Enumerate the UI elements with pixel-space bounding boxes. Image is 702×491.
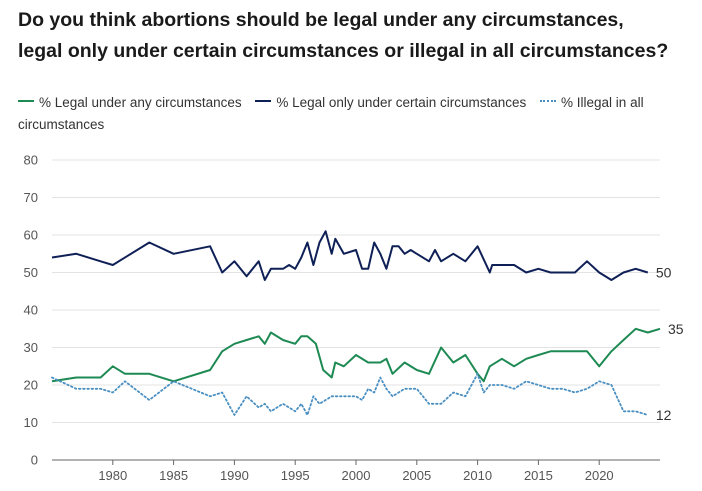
end-label-legal-certain: 50 [656,265,672,281]
y-tick-label-20: 20 [24,378,38,393]
end-label-legal-any: 35 [668,321,684,337]
x-tick-label-2000: 2000 [342,468,371,483]
gridlines [52,159,660,461]
y-tick-label-40: 40 [24,303,38,318]
legend-label-legal-certain: % Legal only under certain circumstances [276,95,527,110]
legend-item-legal-certain: % Legal only under certain circumstances [255,95,526,110]
chart-legend: % Legal under any circumstances % Legal … [18,92,698,136]
legend-swatch-legal-any [18,100,34,103]
x-tick-label-2010: 2010 [463,468,492,483]
y-axis-ticks: 0 10 20 30 40 50 60 70 80 [24,153,38,468]
title-line-2: legal only under certain circumstances o… [18,40,669,62]
title-line-1: Do you think abortions should be legal u… [18,9,624,31]
y-tick-label-70: 70 [24,190,38,205]
series-line-illegal [51,372,649,416]
legend-item-legal-any: % Legal under any circumstances [18,95,242,110]
legend-label-illegal: % Illegal in all circumstances [18,95,644,132]
legend-swatch-legal-certain [255,100,272,103]
legend-item-illegal: % Illegal in all circumstances [18,95,644,132]
x-tick-label-1985: 1985 [159,468,188,483]
y-tick-label-80: 80 [24,153,38,168]
x-axis-ticks: 1980 1985 1990 1995 2000 2005 2010 2015 2020 [98,460,614,483]
x-tick-label-2020: 2020 [585,468,614,483]
y-tick-label-0: 0 [31,453,38,468]
y-tick-label-60: 60 [24,228,38,243]
x-tick-label-2005: 2005 [402,468,431,483]
series-lines [51,230,661,416]
x-tick-label-1990: 1990 [220,468,249,483]
series-line-legal-certain [51,230,649,281]
x-tick-label-1980: 1980 [98,468,127,483]
y-tick-label-30: 30 [24,340,38,355]
y-tick-label-50: 50 [24,265,38,280]
end-labels: 35 50 12 [656,265,684,424]
legend-label-legal-any: % Legal under any circumstances [39,95,242,110]
y-tick-label-10: 10 [24,415,38,430]
end-label-illegal: 12 [656,407,672,423]
legend-swatch-illegal [540,100,557,103]
x-tick-label-2015: 2015 [524,468,553,483]
series-line-legal-any [51,327,661,383]
chart-title: Do you think abortions should be legal u… [18,5,698,67]
x-tick-label-1995: 1995 [281,468,310,483]
